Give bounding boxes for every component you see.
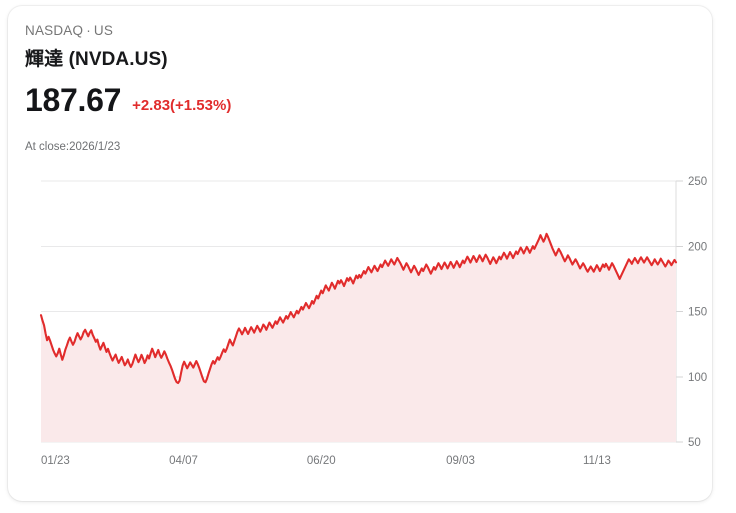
- price-chart-svg[interactable]: 250 200 150 100 50 01/23 04/07 06/20 09/03 11/13: [8, 6, 712, 501]
- axis-lines: [675, 180, 683, 443]
- x-axis-tick-label: 09/03: [446, 455, 475, 467]
- x-axis-tick-label: 04/07: [169, 455, 198, 467]
- y-axis-tick-label: 250: [688, 176, 707, 188]
- exchange-name: NASDAQ: [25, 23, 84, 38]
- price-row: 187.67 +2.83(+1.53%): [25, 84, 231, 116]
- separator-dot: ·: [86, 23, 91, 38]
- x-axis-tick-label: 11/13: [583, 455, 611, 467]
- x-axis-tick-label: 06/20: [307, 455, 336, 467]
- last-price: 187.67: [25, 82, 122, 118]
- page-title: 輝達 (NVDA.US): [25, 49, 168, 70]
- price-change: +2.83(+1.53%): [132, 97, 232, 114]
- y-axis-tick-label: 200: [688, 241, 707, 253]
- x-axis-tick-label: 01/23: [41, 455, 70, 467]
- stock-quote-card: NASDAQ · US 輝達 (NVDA.US) 187.67 +2.83(+1.5…: [8, 6, 712, 501]
- exchange-region-line: NASDAQ · US: [25, 23, 113, 38]
- x-axis-labels: 01/23 04/07 06/20 09/03 11/13: [41, 455, 611, 467]
- y-axis-tick-label: 100: [688, 372, 707, 384]
- y-axis-tick-label: 150: [688, 307, 707, 319]
- price-area-fill: [41, 233, 676, 442]
- region-code: US: [93, 23, 114, 38]
- price-line: [39, 232, 678, 385]
- price-chart[interactable]: 250 200 150 100 50 01/23 04/07 06/20 09/03 11/13: [8, 6, 712, 501]
- y-axis-tick-label: 50: [688, 437, 701, 449]
- y-axis-labels: 250 200 150 100 50: [688, 176, 707, 449]
- market-status-note: At close:2026/1/23: [25, 141, 121, 153]
